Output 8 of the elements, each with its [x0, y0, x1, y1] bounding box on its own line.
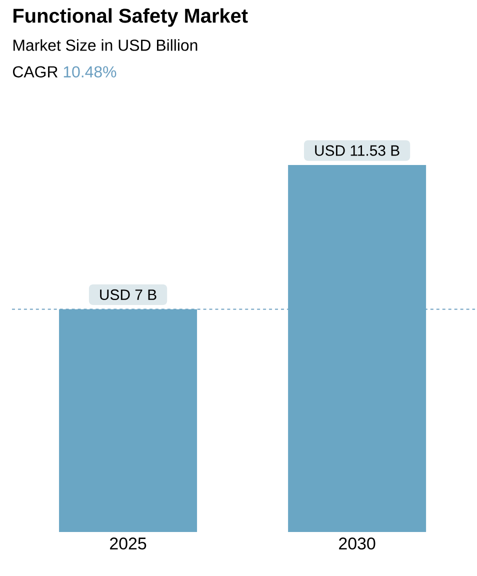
x-tick-label: 2030 [339, 538, 376, 550]
chart-title: Functional Safety Market [14, 8, 248, 27]
text: 10.48% [64, 66, 116, 78]
chart-subtitle: Market Size in USD Billion [14, 39, 198, 51]
data-label: USD 11.53 B [315, 145, 400, 156]
x-tick-label: 2025 [110, 538, 146, 550]
text: CAGR [13, 66, 58, 78]
data-label: USD 7 B [100, 289, 156, 300]
